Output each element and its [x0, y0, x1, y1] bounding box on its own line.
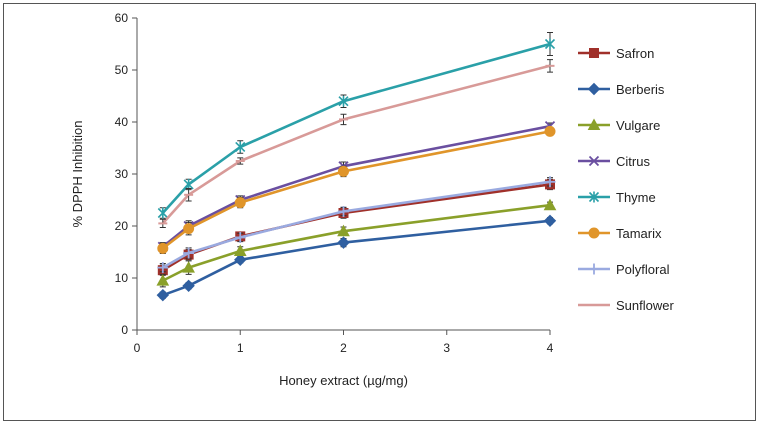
series-line-polyfloral	[162, 180, 551, 269]
data-point-tamarix	[338, 165, 349, 177]
x-tick-label: 0	[134, 341, 141, 355]
legend: Safron Berberis Vulgare Citrus Thyme Tamarix P…	[578, 46, 674, 313]
y-tick-label: 40	[115, 115, 129, 129]
figure-frame	[3, 3, 756, 421]
legend-label-citrus: Citrus	[616, 154, 650, 169]
series-berberis	[156, 214, 557, 302]
axes: 0 10 20 30 40 50 60 0 1 2 3 4	[115, 11, 554, 355]
y-tick-label: 60	[115, 11, 129, 25]
legend-item-sunflower: Sunflower	[578, 298, 674, 313]
data-point-thyme	[338, 95, 349, 107]
series-polyfloral	[157, 176, 556, 274]
series-line-thyme	[161, 42, 551, 214]
legend-label-tamarix: Tamarix	[616, 226, 662, 241]
y-tick-label: 50	[115, 63, 129, 77]
series-tamarix	[157, 125, 556, 255]
data-point-tamarix	[157, 242, 169, 254]
data-point-polyfloral	[338, 205, 349, 217]
legend-label-vulgare: Vulgare	[616, 118, 660, 133]
y-tick-label: 20	[115, 219, 129, 233]
data-point-vulgare	[233, 244, 247, 256]
data-point-thyme	[235, 141, 246, 153]
y-axis-title: % DPPH Inhibition	[70, 121, 85, 228]
data-point-vulgare	[182, 261, 195, 273]
data-point-berberis	[337, 236, 350, 249]
data-point-tamarix	[183, 223, 195, 235]
legend-label-sunflower: Sunflower	[616, 298, 674, 313]
legend-item-thyme: Thyme	[578, 190, 656, 205]
legend-marker-tamarix	[588, 227, 600, 239]
data-point-berberis	[234, 253, 247, 267]
data-point-polyfloral	[234, 231, 246, 243]
data-point-berberis	[156, 288, 170, 302]
legend-item-safron: Safron	[578, 46, 654, 61]
x-tick-label: 2	[340, 341, 347, 355]
data-point-polyfloral	[157, 262, 169, 274]
x-tick-label: 1	[237, 341, 244, 355]
series-line-sunflower	[161, 64, 551, 225]
legend-marker-vulgare	[587, 118, 601, 130]
legend-marker-safron	[589, 48, 599, 58]
data-point-vulgare	[156, 274, 170, 286]
data-point-polyfloral	[544, 176, 556, 188]
series-vulgare	[156, 198, 557, 288]
series-layer	[156, 32, 557, 302]
legend-label-thyme: Thyme	[616, 190, 656, 205]
x-tick-label: 4	[547, 341, 554, 355]
legend-item-vulgare: Vulgare	[578, 118, 660, 133]
legend-item-berberis: Berberis	[578, 82, 665, 97]
x-axis-title: Honey extract (µg/mg)	[279, 373, 408, 388]
legend-item-citrus: Citrus	[578, 154, 650, 169]
series-sunflower	[158, 59, 555, 229]
legend-label-berberis: Berberis	[616, 82, 665, 97]
data-point-berberis	[182, 279, 195, 293]
y-tick-label: 0	[121, 323, 128, 337]
legend-marker-thyme	[588, 191, 600, 203]
y-tick-label: 10	[115, 271, 129, 285]
legend-item-tamarix: Tamarix	[578, 226, 662, 241]
legend-label-safron: Safron	[616, 46, 654, 61]
legend-label-polyfloral: Polyfloral	[616, 262, 670, 277]
data-point-polyfloral	[183, 247, 195, 259]
data-point-tamarix	[544, 125, 556, 137]
x-tick-label: 3	[443, 341, 450, 355]
data-point-thyme	[157, 207, 168, 219]
series-thyme	[157, 32, 556, 219]
data-point-vulgare	[543, 198, 557, 211]
legend-marker-polyfloral	[588, 263, 600, 275]
legend-marker-berberis	[587, 82, 601, 96]
data-point-tamarix	[234, 197, 246, 209]
data-point-vulgare	[337, 224, 350, 237]
legend-marker-citrus	[588, 155, 600, 167]
data-point-berberis	[543, 214, 557, 228]
y-tick-label: 30	[115, 167, 129, 181]
legend-item-polyfloral: Polyfloral	[578, 262, 670, 277]
data-point-thyme	[544, 38, 556, 50]
